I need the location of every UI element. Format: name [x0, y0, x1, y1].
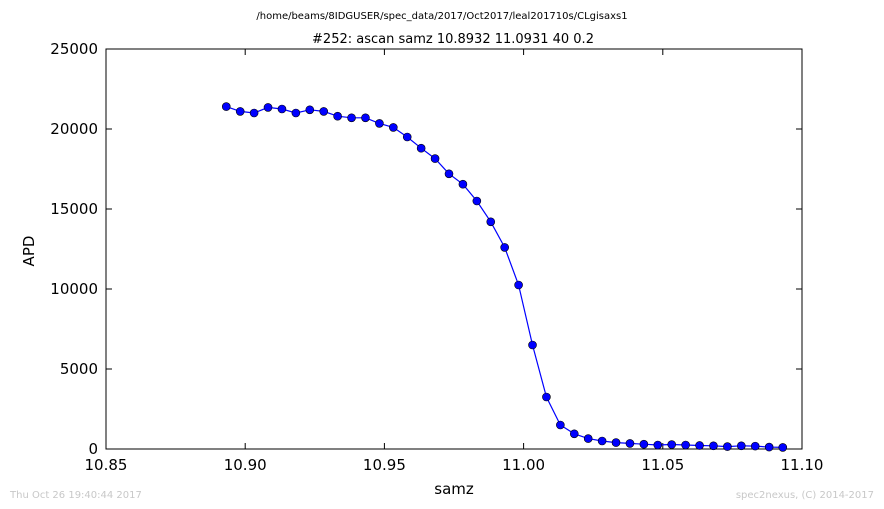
- y-tick-label: 10000: [50, 280, 98, 298]
- y-tick-label: 20000: [50, 120, 98, 138]
- data-point: [347, 113, 356, 123]
- data-point: [375, 119, 384, 128]
- x-tick-label: 11.00: [502, 456, 545, 474]
- data-point: [542, 392, 551, 402]
- data-point: [556, 420, 565, 430]
- x-tick-label: 10.95: [363, 456, 406, 474]
- footer-timestamp: Thu Oct 26 19:40:44 2017: [9, 490, 142, 501]
- data-point: [305, 105, 315, 115]
- series-line: [226, 106, 783, 448]
- footer-credit: spec2nexus, (C) 2014-2017: [736, 490, 874, 501]
- x-axis-label: samz: [434, 480, 474, 498]
- data-point: [249, 108, 259, 118]
- y-tick-label: 0: [88, 440, 98, 458]
- x-axis-ticks: [105, 49, 803, 449]
- data-point: [472, 196, 482, 206]
- data-point: [723, 442, 732, 451]
- x-tick-label: 10.90: [224, 456, 267, 474]
- data-point: [444, 169, 454, 179]
- x-tick-label: 10.85: [85, 456, 128, 474]
- data-point: [333, 111, 342, 121]
- y-tick-label: 15000: [50, 200, 98, 218]
- x-tick-label: 11.05: [641, 456, 684, 474]
- y-axis-ticks: [106, 48, 802, 450]
- data-point: [235, 107, 245, 116]
- y-tick-label: 5000: [60, 360, 98, 378]
- data-point: [458, 179, 468, 189]
- data-point: [291, 108, 301, 118]
- data-point: [639, 439, 649, 449]
- data-point: [667, 440, 677, 449]
- y-axis-tick-labels: 0 5000 10000 15000 20000 25000: [50, 40, 98, 458]
- y-tick-label: 25000: [50, 40, 98, 58]
- data-point: [695, 441, 704, 450]
- data-point: [277, 104, 287, 114]
- data-point: [319, 107, 329, 116]
- x-axis-tick-labels: 10.85 10.90 10.95 11.00 11.05 11.10: [85, 456, 824, 474]
- data-point: [764, 442, 774, 452]
- data-point: [263, 103, 273, 112]
- data-point: [416, 143, 426, 153]
- data-point: [625, 439, 635, 448]
- data-point: [597, 436, 607, 446]
- data-point: [709, 441, 718, 451]
- data-point: [361, 113, 370, 123]
- data-point: [500, 243, 509, 252]
- data-point: [611, 438, 621, 447]
- data-point: [486, 217, 496, 227]
- plot-frame: [105, 48, 803, 450]
- data-point: [430, 154, 440, 163]
- chart-title: #252: ascan samz 10.8932 11.0931 40 0.2: [312, 32, 594, 47]
- data-point: [528, 340, 537, 350]
- series-points: [221, 102, 788, 452]
- data-point: [221, 102, 231, 111]
- x-tick-label: 11.10: [781, 456, 824, 474]
- y-axis-label: APD: [20, 236, 38, 267]
- data-point: [737, 441, 746, 451]
- data-point: [681, 440, 690, 450]
- data-point: [569, 429, 579, 439]
- data-point: [750, 441, 760, 451]
- data-point: [514, 280, 523, 290]
- file-path: /home/beams/8IDGUSER/spec_data/2017/Oct2…: [256, 11, 627, 22]
- data-point: [778, 443, 788, 452]
- data-point: [583, 434, 593, 443]
- data-point: [653, 440, 663, 450]
- data-point: [402, 132, 412, 142]
- data-point: [389, 123, 398, 132]
